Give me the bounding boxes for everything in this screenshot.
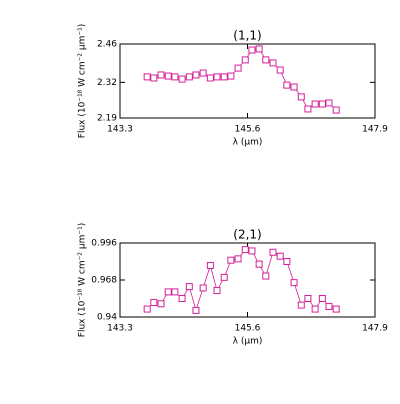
data-point	[283, 258, 291, 265]
x-tick-label: 147.9	[362, 324, 388, 334]
chart-title: (2,1)	[233, 228, 261, 242]
data-point	[332, 106, 340, 114]
data-point	[290, 83, 298, 91]
data-point	[178, 75, 186, 83]
data-point	[192, 306, 200, 314]
data-point	[157, 300, 165, 308]
data-point	[325, 99, 333, 107]
y-tick-label: 2.46	[97, 40, 117, 50]
data-point	[325, 302, 333, 310]
x-tick-label: 147.9	[362, 125, 388, 135]
data-point	[206, 74, 214, 82]
data-point	[227, 72, 235, 80]
data-point	[311, 100, 319, 108]
data-point	[304, 295, 312, 302]
data-point	[304, 105, 312, 113]
data-point	[297, 301, 305, 309]
data-point	[164, 72, 172, 80]
data-point	[199, 284, 207, 292]
y-tick-label: 0.968	[91, 276, 117, 286]
data-point	[206, 261, 214, 269]
y-tick-label: 2.19	[97, 114, 117, 124]
data-point	[262, 272, 270, 280]
data-point	[199, 69, 207, 77]
data-point	[213, 73, 221, 81]
data-point	[220, 273, 228, 281]
data-line	[147, 48, 337, 111]
data-point	[283, 81, 291, 89]
y-tick-label: 0.94	[97, 313, 117, 323]
data-point	[171, 288, 179, 296]
chart-title: (1,1)	[233, 29, 261, 43]
data-point	[143, 73, 151, 81]
data-point	[332, 305, 340, 313]
data-point	[248, 247, 256, 255]
x-axis-label: λ (μm)	[233, 337, 263, 347]
y-axis-label: Flux (10⁻¹⁸ W cm⁻² μm⁻¹)	[78, 24, 88, 138]
data-point	[241, 246, 249, 254]
data-point	[311, 305, 319, 313]
data-point	[143, 305, 151, 313]
x-tick-label: 143.3	[107, 324, 133, 334]
y-tick-label: 0.996	[91, 239, 117, 249]
data-point	[297, 93, 305, 101]
data-point	[234, 255, 242, 263]
data-point	[276, 252, 284, 260]
data-point	[220, 73, 228, 81]
data-point	[241, 56, 249, 64]
data-point	[318, 295, 326, 302]
data-point	[213, 287, 221, 295]
data-point	[192, 71, 200, 79]
data-point	[150, 74, 158, 82]
data-point	[290, 279, 298, 287]
data-point	[269, 59, 277, 67]
data-point	[227, 256, 235, 264]
x-tick-label: 145.6	[235, 324, 261, 334]
data-point	[171, 73, 179, 81]
y-axis-label: Flux (10⁻¹⁸ W cm⁻² μm⁻¹)	[78, 223, 88, 337]
data-point	[262, 56, 270, 64]
data-point	[318, 100, 326, 108]
data-point	[255, 260, 263, 268]
data-point	[178, 295, 186, 302]
data-point	[185, 283, 193, 291]
data-point	[150, 298, 158, 306]
data-point	[276, 66, 284, 74]
data-point	[185, 73, 193, 81]
data-point	[248, 46, 256, 54]
y-tick-label: 2.32	[97, 78, 117, 88]
data-point	[255, 45, 263, 53]
x-axis-label: λ (μm)	[233, 138, 263, 148]
data-point	[157, 71, 165, 79]
x-tick-label: 145.6	[235, 125, 261, 135]
x-tick-label: 143.3	[107, 125, 133, 135]
data-point	[269, 248, 277, 256]
data-point	[164, 288, 172, 296]
data-point	[234, 64, 242, 72]
